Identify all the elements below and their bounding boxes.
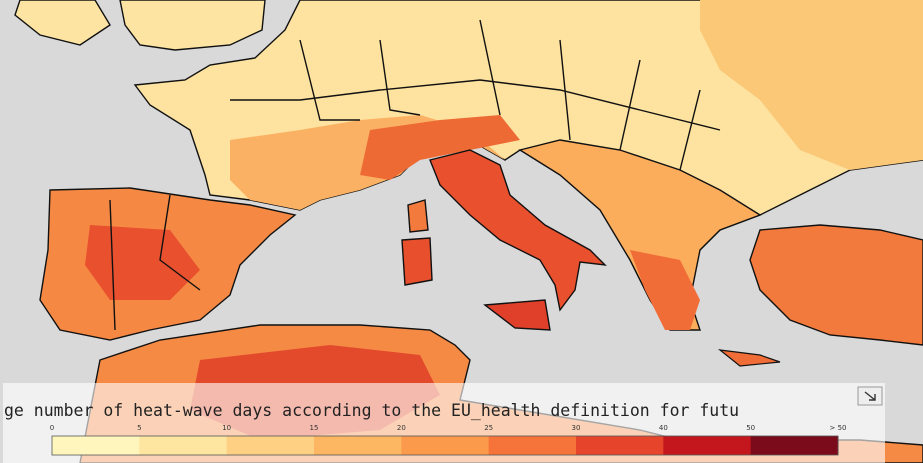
land-turkey [749,224,923,346]
colorbar-label: 25 [484,424,493,432]
colorbar-label: > 50 [830,424,847,432]
colorbar-label: 15 [310,424,319,432]
land-ireland [14,0,111,46]
colorbar-label: 5 [137,424,141,432]
expand-button[interactable] [857,386,883,406]
colorbar-segment [52,436,140,455]
colorbar-segment [663,436,752,455]
land-britain [119,0,266,51]
colorbar-segment [139,436,228,455]
colorbar-label: 40 [659,424,668,432]
colorbar-segment [226,436,315,455]
land-po-valley [360,115,520,180]
colorbar: 0 5 10 15 20 25 30 40 50 > 50 [50,424,847,456]
colorbar-segment [314,436,402,455]
colorbar-label: 10 [222,424,231,432]
borders [109,19,721,331]
colorbar-label: 30 [572,424,581,432]
land-sardinia [401,237,433,286]
colorbar-label: 50 [746,424,755,432]
colorbar-label: 20 [397,424,406,432]
colorbar-segment [576,436,664,455]
land-corsica [407,199,429,233]
land-crete [717,349,781,367]
colorbar-segment [401,436,490,455]
colorbar-segment [488,436,577,455]
legend-title: ge number of heat-wave days according to… [4,401,739,420]
expand-icon[interactable] [864,391,876,401]
land-sicily [483,299,551,331]
land-balkans [518,139,762,331]
land-italy [429,149,607,312]
colorbar-frame [51,435,839,456]
colorbar-segment [750,436,839,455]
land-greece [630,250,700,330]
colorbar-label: 0 [50,424,54,432]
land-east-warm [700,0,923,170]
